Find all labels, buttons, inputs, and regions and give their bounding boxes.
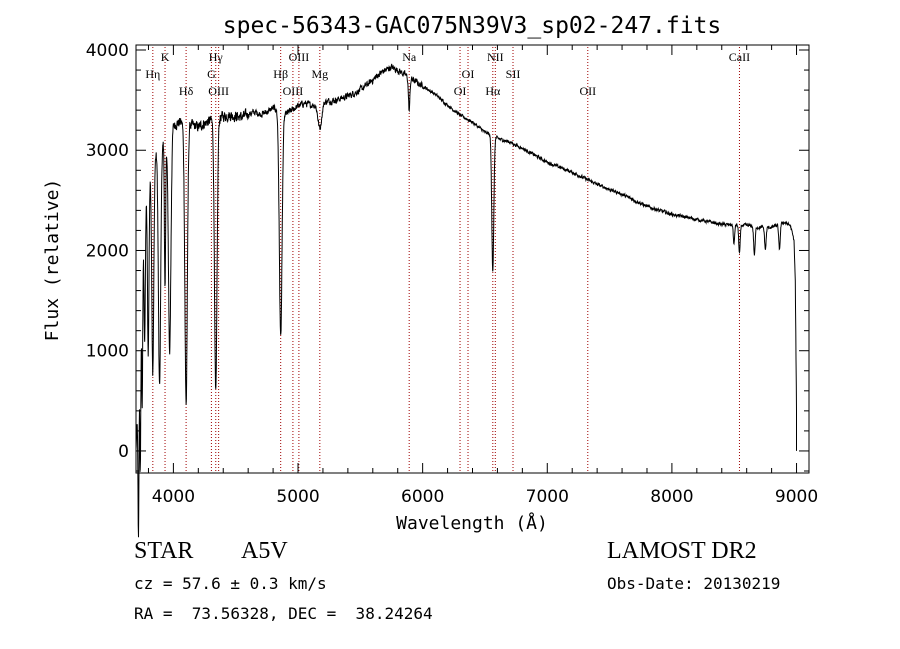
x-tick-label: 7000 xyxy=(526,487,569,507)
x-axis-label: Wavelength (Å) xyxy=(396,512,548,534)
line-marker-label: Hδ xyxy=(179,84,194,98)
y-axis-label: Flux (relative) xyxy=(42,179,63,342)
y-tick-label: 3000 xyxy=(86,141,129,161)
y-tick-label: 2000 xyxy=(86,241,129,261)
chart-title: spec-56343-GAC075N39V3_sp02-247.fits xyxy=(223,13,722,39)
line-marker-label: SII xyxy=(506,67,521,81)
observation-date: Obs-Date: 20130219 xyxy=(607,574,781,593)
line-marker-label: Hα xyxy=(485,84,501,98)
y-axis-ticks: 0 1000 2000 3000 4000 xyxy=(86,41,809,472)
line-marker-label: Na xyxy=(402,50,417,64)
line-marker-label: Hη xyxy=(145,67,160,81)
line-marker-label: Hβ xyxy=(273,67,288,81)
y-tick-label: 1000 xyxy=(86,342,129,362)
y-tick-label: 0 xyxy=(118,442,129,462)
x-tick-label: 4000 xyxy=(152,487,195,507)
survey-name: LAMOST DR2 xyxy=(607,538,757,564)
line-marker-label: OI xyxy=(454,84,467,98)
spectral-line-markers: HηKHδHγGOIIIOIIIHβOIIIMgNaOIOINIIHαSIIOI… xyxy=(145,47,750,471)
x-tick-label: 8000 xyxy=(650,487,693,507)
line-marker-label: OI xyxy=(462,67,475,81)
line-marker-label: OIII xyxy=(289,50,310,64)
redshift-value: cz = 57.6 ± 0.3 km/s xyxy=(134,574,327,593)
line-marker-label: OII xyxy=(579,84,596,98)
x-tick-label: 5000 xyxy=(276,487,319,507)
x-axis-ticks: 4000 5000 6000 7000 8000 9000 xyxy=(147,45,818,507)
line-marker-label: G xyxy=(207,67,216,81)
x-tick-label: 6000 xyxy=(401,487,444,507)
line-marker-label: OIII xyxy=(208,84,229,98)
spectral-subclass: A5V xyxy=(241,538,288,564)
object-type: STAR xyxy=(134,538,194,564)
coordinates: RA = 73.56328, DEC = 38.24264 xyxy=(134,604,433,623)
line-marker-label: OIII xyxy=(283,84,304,98)
line-marker-label: K xyxy=(161,50,170,64)
spectrum-line xyxy=(135,63,797,538)
x-tick-label: 9000 xyxy=(775,487,818,507)
line-marker-label: CaII xyxy=(729,50,750,64)
line-marker-label: NII xyxy=(487,50,504,64)
line-marker-label: Hγ xyxy=(209,50,224,64)
y-tick-label: 4000 xyxy=(86,41,129,61)
plot-frame xyxy=(135,44,810,474)
line-marker-label: Mg xyxy=(311,67,328,81)
